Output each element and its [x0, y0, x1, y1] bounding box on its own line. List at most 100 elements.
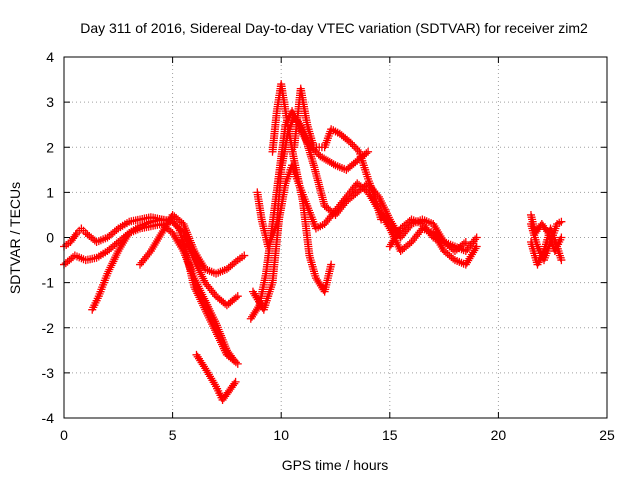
data-marker-run — [312, 143, 326, 152]
data-marker-run — [67, 230, 80, 245]
data-marker-run — [214, 266, 229, 277]
data-marker-run — [453, 257, 468, 268]
y-axis-label: SDTVAR / TECUs — [7, 182, 23, 294]
data-marker-run — [202, 298, 220, 326]
data-marker-run — [89, 294, 102, 312]
data-marker-run — [224, 293, 240, 308]
data-marker-run — [303, 122, 318, 149]
data-marker-run — [344, 158, 360, 173]
data-marker-run — [431, 234, 446, 246]
data-marker-run — [248, 303, 263, 321]
data-point — [557, 256, 566, 265]
data-marker-run — [277, 82, 292, 127]
data-marker-run — [463, 235, 480, 254]
data-marker-run — [306, 253, 320, 280]
data-marker-run — [202, 307, 220, 335]
data-marker-run — [104, 249, 122, 276]
data-marker-run — [202, 366, 219, 389]
data-marker-run — [337, 131, 353, 146]
ticks: 0 5 10 15 20 25 -4 -3 -2 -1 0 1 2 3 4 — [42, 49, 615, 443]
data-marker-run — [115, 231, 132, 253]
data-marker-run — [420, 216, 436, 228]
data-marker-run — [409, 216, 425, 228]
data-marker-run — [463, 244, 480, 267]
data-marker-run — [398, 221, 414, 240]
data-marker-run — [552, 235, 565, 253]
y-tick-label: -4 — [42, 410, 55, 426]
data-marker-run — [224, 257, 240, 272]
data-point — [364, 147, 373, 156]
data-marker-run — [348, 140, 362, 154]
data-marker-run — [95, 271, 111, 298]
data-marker-run — [202, 280, 219, 299]
data-marker-run — [534, 249, 547, 267]
data-marker-run — [344, 189, 360, 204]
data-point — [377, 215, 386, 224]
data-marker-run — [94, 248, 110, 261]
data-marker-run — [253, 190, 266, 222]
grid — [64, 57, 607, 418]
data-point — [233, 292, 242, 301]
data-marker-run — [375, 194, 393, 222]
data-marker-run — [193, 352, 208, 371]
data-marker-run — [314, 221, 327, 232]
data-point — [168, 228, 177, 237]
data-marker-run — [321, 262, 335, 294]
data-marker-run — [321, 127, 335, 149]
data-marker-run — [387, 226, 404, 249]
data-point — [472, 242, 481, 251]
series-track-4 — [136, 210, 249, 278]
data-point — [557, 217, 566, 226]
data-marker-run — [299, 199, 314, 258]
series-track-9 — [268, 80, 336, 296]
data-point — [327, 260, 336, 269]
y-tick-label: 2 — [46, 139, 54, 155]
data-marker-run — [203, 266, 218, 277]
data-marker-run — [62, 239, 73, 249]
y-tick-label: -1 — [42, 275, 55, 291]
data-marker-run — [191, 258, 209, 285]
y-tick-label: 1 — [46, 184, 54, 200]
data-point — [461, 238, 470, 247]
x-tick-label: 5 — [169, 427, 177, 443]
x-tick-label: 20 — [491, 427, 507, 443]
data-marker-run — [304, 204, 320, 231]
data-marker-run — [398, 239, 414, 254]
x-tick-label: 10 — [273, 427, 289, 443]
data-marker-run — [105, 239, 121, 254]
data-marker-run — [170, 212, 186, 227]
data-marker-run — [318, 153, 338, 169]
x-tick-label: 15 — [382, 427, 398, 443]
chart-title: Day 311 of 2016, Sidereal Day-to-day VTE… — [80, 20, 588, 36]
data-marker-run — [297, 86, 311, 127]
data-marker-run — [73, 252, 88, 264]
data-marker-run — [442, 238, 457, 250]
data-marker-run — [260, 280, 276, 312]
data-marker-run — [299, 127, 318, 168]
data-marker-run — [182, 249, 198, 289]
data-marker-run — [224, 352, 240, 367]
data-marker-run — [219, 388, 232, 403]
data-marker-run — [453, 243, 468, 255]
data-marker-run — [213, 330, 230, 357]
series-track-5 — [192, 350, 240, 404]
data-marker-run — [191, 249, 208, 272]
data-marker-run — [356, 150, 372, 181]
data-point — [472, 233, 481, 242]
data-marker-run — [191, 285, 209, 312]
data-marker-run — [268, 109, 281, 154]
data-marker-run — [170, 219, 186, 236]
data-marker-run — [265, 222, 280, 249]
data-point — [231, 377, 240, 386]
data-marker-run — [127, 223, 142, 236]
data-marker-run — [441, 248, 458, 263]
y-tick-label: -2 — [42, 320, 55, 336]
y-tick-label: 3 — [46, 94, 54, 110]
y-tick-label: -3 — [42, 365, 55, 381]
data-marker-run — [138, 218, 153, 230]
data-marker-run — [116, 219, 131, 232]
data-point — [557, 233, 566, 242]
x-axis-label: GPS time / hours — [282, 457, 389, 473]
